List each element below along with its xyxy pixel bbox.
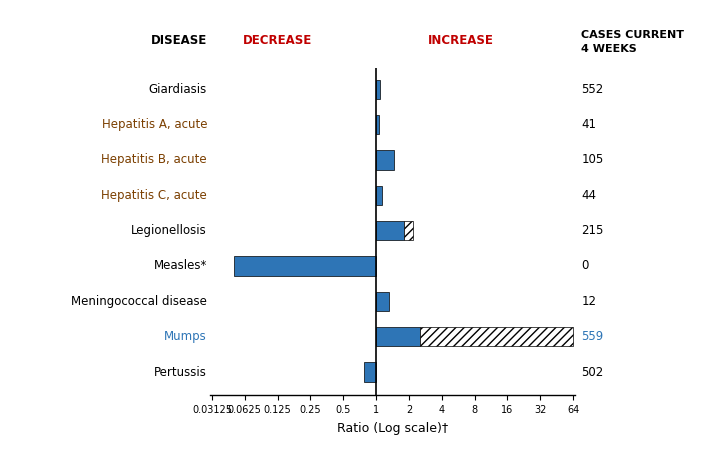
Text: DISEASE: DISEASE	[151, 34, 207, 47]
Text: Hepatitis B, acute: Hepatitis B, acute	[102, 153, 207, 167]
Text: 44: 44	[581, 189, 597, 202]
Bar	[365, 362, 376, 382]
Bar	[376, 186, 381, 205]
Text: Giardiasis: Giardiasis	[149, 83, 207, 96]
Bar	[376, 221, 404, 240]
Text: DECREASE: DECREASE	[243, 34, 312, 47]
Text: 502: 502	[581, 365, 604, 379]
Text: 41: 41	[581, 118, 597, 131]
Bar	[376, 115, 379, 134]
Text: Meningococcal disease: Meningococcal disease	[71, 295, 207, 308]
Text: 4 WEEKS: 4 WEEKS	[581, 44, 637, 54]
Text: INCREASE: INCREASE	[428, 34, 494, 47]
Bar	[376, 79, 380, 99]
Bar	[404, 221, 414, 240]
Text: 12: 12	[581, 295, 597, 308]
Text: 215: 215	[581, 224, 604, 237]
Text: 0: 0	[581, 260, 589, 272]
Text: 105: 105	[581, 153, 604, 167]
Bar	[376, 327, 420, 346]
Bar	[376, 150, 394, 170]
Text: Measles*: Measles*	[154, 260, 207, 272]
Text: 552: 552	[581, 83, 604, 96]
Bar	[234, 256, 376, 276]
Text: Legionellosis: Legionellosis	[131, 224, 207, 237]
Bar	[376, 291, 388, 311]
X-axis label: Ratio (Log scale)†: Ratio (Log scale)†	[337, 422, 448, 434]
Text: 559: 559	[581, 330, 604, 343]
Bar	[420, 327, 573, 346]
Text: Hepatitis A, acute: Hepatitis A, acute	[102, 118, 207, 131]
Text: Mumps: Mumps	[164, 330, 207, 343]
Text: Pertussis: Pertussis	[154, 365, 207, 379]
Text: Hepatitis C, acute: Hepatitis C, acute	[101, 189, 207, 202]
Text: CASES CURRENT: CASES CURRENT	[581, 30, 684, 40]
